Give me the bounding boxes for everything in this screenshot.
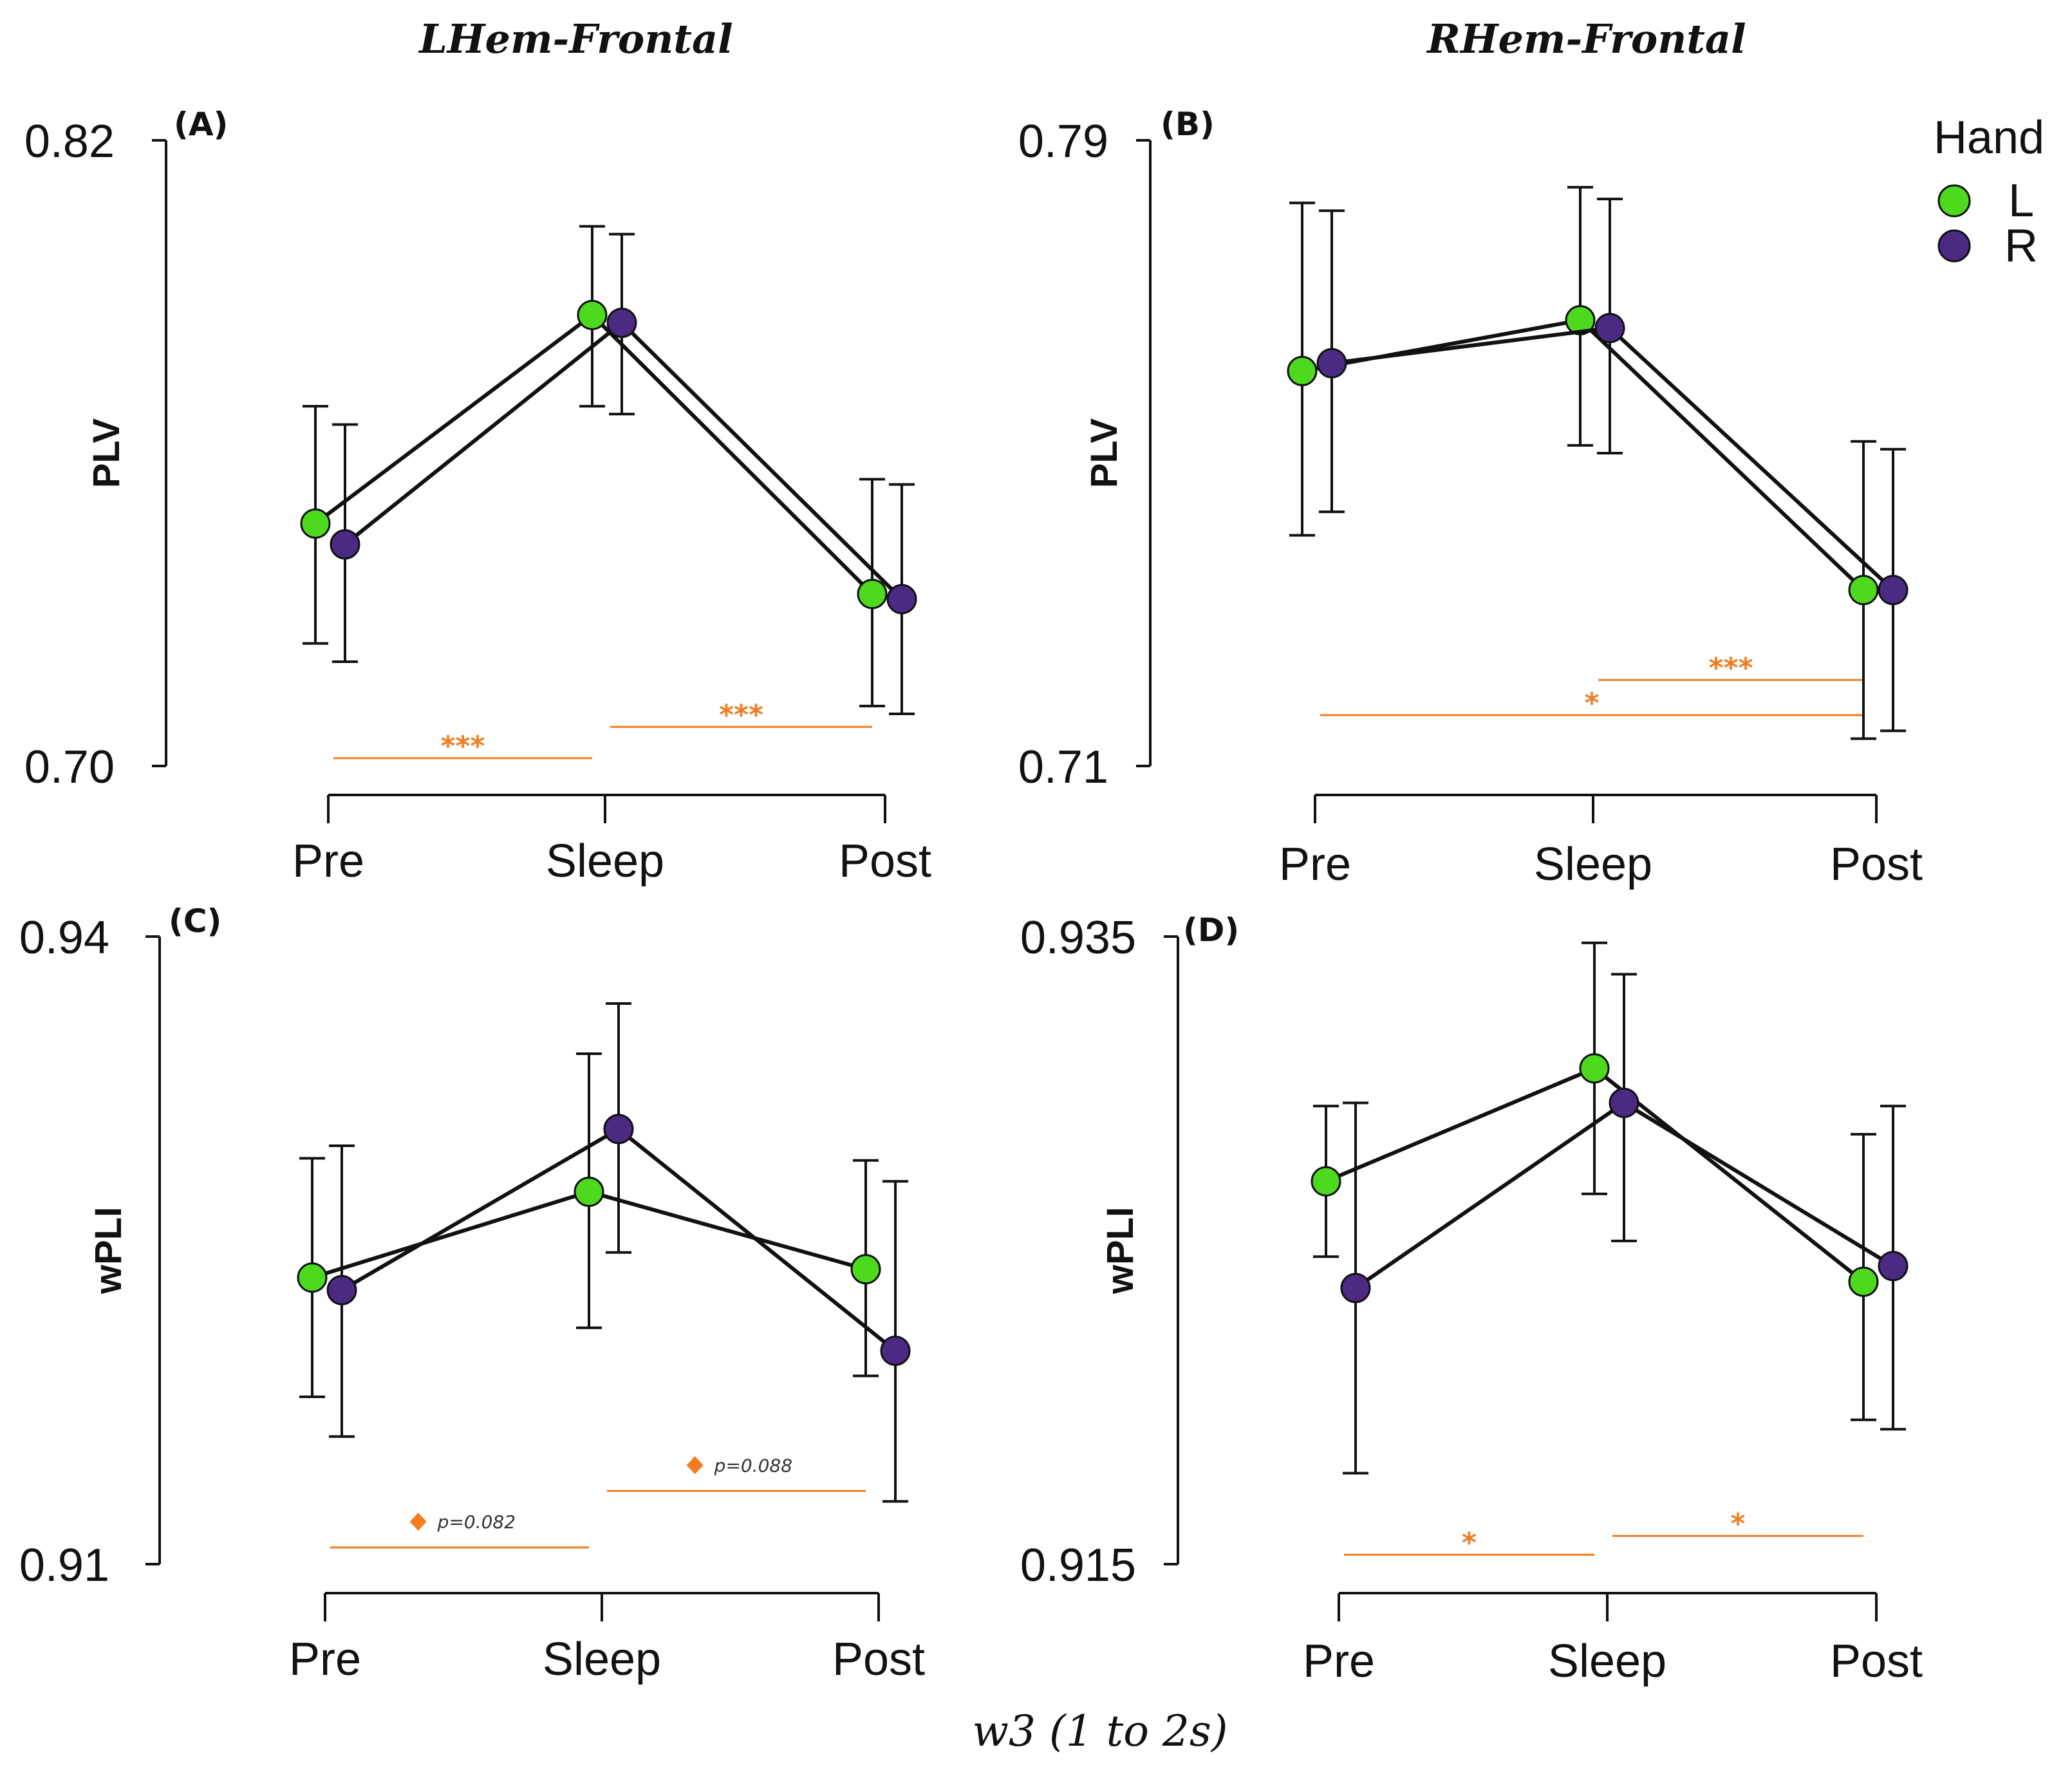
data-point-R	[1878, 575, 1909, 606]
data-point-R	[606, 308, 637, 338]
panel-tag: (B)	[1161, 106, 1215, 143]
data-point-L	[1287, 355, 1318, 386]
x-tick-label: Post	[1830, 839, 1923, 890]
data-point-L	[857, 579, 888, 610]
y-tick-label: 0.94	[19, 912, 109, 964]
significance-label: *	[1584, 687, 1599, 720]
panel-2: 0.94 0.91 wPLI (C) Pre Sleep Post p=0.082 p=0.08…	[19, 902, 925, 1685]
significance-label: *	[1730, 1508, 1745, 1540]
legend-label-r: R	[2004, 220, 2038, 272]
x-tick-label: Sleep	[1548, 1636, 1666, 1687]
data-point-R	[1609, 1087, 1639, 1118]
p-value-label: p=0.088	[714, 1455, 792, 1476]
panel-0: 0.82 0.70 PLV (A) Pre Sleep Post *** ***	[24, 106, 931, 887]
significance-label: ***	[440, 730, 485, 763]
data-point-L	[1848, 575, 1879, 606]
series-line-L	[1302, 318, 1865, 592]
trend-diamond-marker	[409, 1513, 427, 1531]
legend-title: Hand	[1934, 112, 2044, 163]
significance-label: ***	[719, 698, 763, 731]
y-tick-label: 0.82	[24, 116, 115, 167]
x-tick-label: Post	[839, 836, 931, 887]
x-tick-label: Post	[832, 1634, 925, 1685]
legend-label-l: L	[2008, 175, 2034, 227]
x-tick-label: Sleep	[546, 836, 664, 887]
data-point-R	[886, 584, 917, 615]
significance-label: *	[1462, 1526, 1477, 1559]
x-tick-label: Sleep	[1534, 839, 1652, 890]
legend-marker-l	[1937, 184, 1971, 218]
data-point-R	[1316, 348, 1347, 378]
data-point-L	[1311, 1166, 1341, 1197]
y-tick-label: 0.71	[1018, 742, 1108, 793]
data-point-R	[1340, 1273, 1371, 1303]
data-point-R	[603, 1114, 634, 1144]
data-point-L	[300, 508, 331, 539]
data-point-L	[574, 1177, 604, 1207]
x-tick-label: Post	[1830, 1636, 1923, 1687]
y-axis-label: wPLI	[88, 1207, 129, 1294]
legend-marker-r	[1937, 229, 1971, 263]
panel-3: 0.935 0.915 wPLI (D) Pre Sleep Post * *	[1020, 911, 1923, 1687]
panel-tag: (A)	[174, 106, 228, 143]
data-point-R	[330, 529, 360, 560]
series-line-R	[344, 320, 904, 601]
x-tick-label: Sleep	[543, 1634, 661, 1685]
y-tick-label: 0.915	[1020, 1540, 1136, 1591]
data-point-L	[1579, 1053, 1610, 1084]
x-tick-label: Pre	[289, 1634, 361, 1685]
trend-diamond-marker	[686, 1456, 704, 1475]
x-tick-label: Pre	[1303, 1636, 1375, 1687]
column-title-right: RHem-Frontal	[1426, 15, 1746, 62]
series-line-L	[314, 312, 874, 595]
panel-tag: (D)	[1183, 911, 1239, 949]
x-tick-label: Pre	[292, 836, 364, 887]
data-point-R	[1594, 313, 1625, 344]
p-value-label: p=0.082	[437, 1511, 516, 1533]
data-point-R	[1878, 1251, 1909, 1282]
panel-tag: (C)	[169, 902, 221, 940]
data-point-L	[1848, 1266, 1879, 1297]
y-tick-label: 0.91	[19, 1540, 109, 1591]
y-tick-label: 0.70	[24, 742, 115, 793]
legend: Hand L R	[1934, 112, 2044, 272]
significance-label: ***	[1708, 651, 1753, 684]
y-axis-label: PLV	[86, 418, 127, 488]
y-axis-label: PLV	[1083, 418, 1125, 488]
y-tick-label: 0.935	[1020, 912, 1136, 964]
y-tick-label: 0.79	[1018, 116, 1108, 167]
data-point-R	[880, 1336, 911, 1366]
y-axis-label: wPLI	[1099, 1207, 1141, 1294]
data-point-L	[850, 1254, 881, 1285]
x-tick-label: Pre	[1279, 839, 1351, 890]
data-point-L	[1565, 304, 1596, 335]
footer-title: w3 (1 to 2s)	[972, 1706, 1227, 1756]
series-line-R	[1331, 326, 1895, 592]
data-point-R	[326, 1275, 357, 1305]
data-point-L	[297, 1262, 328, 1293]
column-title-left: LHem-Frontal	[418, 15, 733, 62]
data-point-L	[577, 299, 608, 330]
